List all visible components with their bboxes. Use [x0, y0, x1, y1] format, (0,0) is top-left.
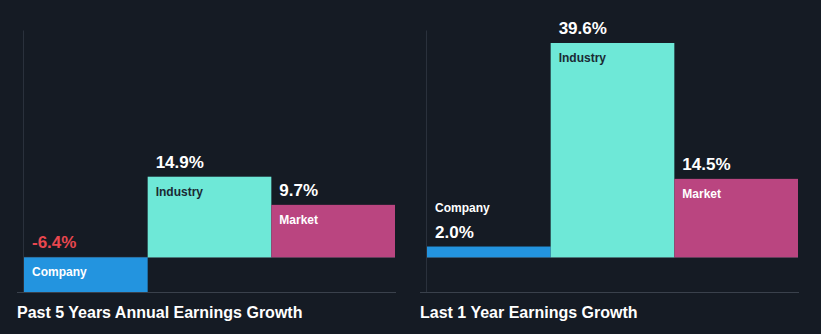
panel: 2.0% Company 39.6% Industry 14.5% Market Last … — [420, 19, 799, 321]
category-label: Industry — [559, 51, 607, 65]
value-label: 14.5% — [682, 155, 730, 174]
separator — [420, 292, 799, 293]
category-label: Company — [435, 201, 490, 215]
bar — [24, 257, 148, 292]
y-axis-line — [426, 31, 427, 293]
bar — [148, 177, 272, 258]
separator — [17, 292, 396, 293]
category-label: Industry — [156, 185, 204, 199]
y-axis — [23, 31, 25, 293]
bar — [271, 205, 395, 258]
value-label: 39.6% — [559, 19, 607, 38]
chart-canvas: -6.4% Company 14.9% Industry 9.7% Market Past … — [0, 0, 821, 334]
background — [0, 0, 821, 334]
chart-title: Past 5 Years Annual Earnings Growth — [17, 304, 302, 321]
y-axis-line — [23, 31, 24, 293]
bars — [427, 43, 798, 257]
category-label: Company — [32, 265, 87, 279]
bars — [24, 177, 395, 292]
value-label: -6.4% — [32, 233, 76, 252]
bar — [427, 247, 551, 258]
chart-title: Last 1 Year Earnings Growth — [420, 304, 638, 321]
value-label: 14.9% — [156, 153, 204, 172]
value-label: 9.7% — [279, 181, 318, 200]
y-axis — [426, 31, 428, 293]
value-label: 2.0% — [435, 223, 474, 242]
bar — [674, 179, 798, 257]
category-label: Market — [279, 213, 318, 227]
labels: -6.4% Company 14.9% Industry 9.7% Market — [32, 153, 318, 280]
labels: 2.0% Company 39.6% Industry 14.5% Market — [435, 19, 731, 242]
bar — [551, 43, 675, 257]
panel: -6.4% Company 14.9% Industry 9.7% Market Past … — [17, 31, 396, 322]
category-label: Market — [682, 187, 721, 201]
